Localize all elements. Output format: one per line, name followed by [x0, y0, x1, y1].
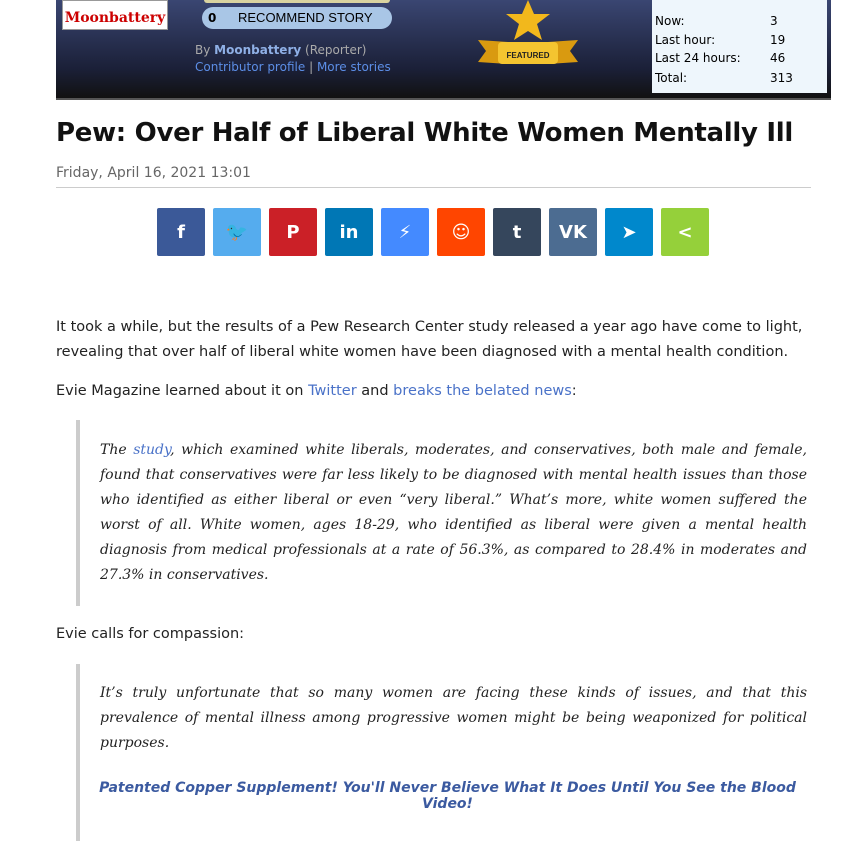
messenger-icon: ⚡ — [398, 221, 412, 243]
separator: | — [309, 60, 314, 74]
share-share-button[interactable]: < — [661, 208, 709, 256]
recommend-story-button[interactable]: 0 RECOMMEND STORY — [202, 7, 392, 29]
share-pinterest-button[interactable]: P — [269, 208, 317, 256]
more-stories-link[interactable]: More stories — [316, 60, 391, 74]
article-header-banner: Moonbattery 0 RECOMMEND STORY By Moonbat… — [56, 0, 831, 100]
share-icon: < — [677, 221, 693, 243]
article-title: Pew: Over Half of Liberal White Women Me… — [56, 118, 794, 148]
share-tumblr-button[interactable]: t — [493, 208, 541, 256]
author-link[interactable]: Moonbattery — [214, 43, 302, 57]
ad-link[interactable]: Patented Copper Supplement! You'll Never… — [99, 780, 796, 812]
share-messenger-button[interactable]: ⚡ — [381, 208, 429, 256]
stat-value: 313 — [770, 71, 793, 85]
study-link[interactable]: study — [133, 442, 171, 458]
share-facebook-button[interactable]: f — [157, 208, 205, 256]
quote-text: The study, which examined white liberals… — [80, 420, 815, 588]
pill-edge — [204, 0, 390, 3]
stat-value: 3 — [770, 14, 778, 28]
share-reddit-button[interactable]: ☺ — [437, 208, 485, 256]
stat-label: Last hour: — [655, 33, 716, 47]
by-label: By — [195, 43, 211, 57]
share-vk-button[interactable]: VK — [549, 208, 597, 256]
divider — [56, 187, 811, 188]
text: : — [571, 383, 577, 399]
quote-text: It’s truly unfortunate that so many wome… — [100, 685, 807, 751]
paragraph: Evie Magazine learned about it on Twitte… — [56, 379, 816, 404]
share-twitter-button[interactable]: 🐦 — [213, 208, 261, 256]
stat-value: 19 — [770, 33, 786, 47]
site-logo[interactable]: Moonbattery — [62, 0, 168, 30]
breaks-news-link[interactable]: breaks the belated news — [393, 383, 572, 399]
blockquote: It’s truly unfortunate that so many wome… — [76, 664, 815, 841]
share-telegram-button[interactable]: ➤ — [605, 208, 653, 256]
telegram-icon: ➤ — [621, 221, 637, 243]
linkedin-icon: in — [339, 221, 359, 243]
pinterest-icon: P — [286, 221, 300, 243]
blockquote: The study, which examined white liberals… — [76, 420, 815, 606]
paragraph: Evie calls for compassion: — [56, 626, 245, 642]
twitter-icon: 🐦 — [225, 221, 249, 243]
stat-value: 46 — [770, 51, 786, 65]
contributor-profile-link[interactable]: Contributor profile — [195, 60, 306, 74]
share-linkedin-button[interactable]: in — [325, 208, 373, 256]
featured-star-icon: FEATURED — [478, 0, 578, 64]
view-stats: Now: 3 Last hour: 19 Last 24 hours: 46 Tota… — [652, 0, 827, 93]
text: Evie Magazine learned about it on — [56, 383, 309, 399]
article-date: Friday, April 16, 2021 13:01 — [56, 165, 251, 181]
tumblr-icon: t — [512, 221, 522, 243]
stat-label: Total: — [655, 71, 688, 85]
text: The — [100, 442, 134, 458]
text: , which examined white liberals, moderat… — [100, 442, 807, 583]
stat-label: Last 24 hours: — [655, 51, 741, 65]
byline: By Moonbattery (Reporter) Contributor pr… — [195, 42, 391, 76]
reddit-icon: ☺ — [451, 221, 471, 243]
stat-label: Now: — [655, 14, 685, 28]
text: and — [356, 383, 394, 399]
featured-label: FEATURED — [507, 51, 550, 60]
facebook-icon: f — [177, 221, 185, 243]
paragraph: It took a while, but the results of a Pe… — [56, 319, 803, 360]
recommend-label: RECOMMEND STORY — [238, 10, 373, 25]
twitter-link[interactable]: Twitter — [308, 383, 357, 399]
vk-icon: VK — [559, 221, 587, 243]
recommend-count: 0 — [208, 11, 217, 25]
author-role: (Reporter) — [305, 43, 367, 57]
